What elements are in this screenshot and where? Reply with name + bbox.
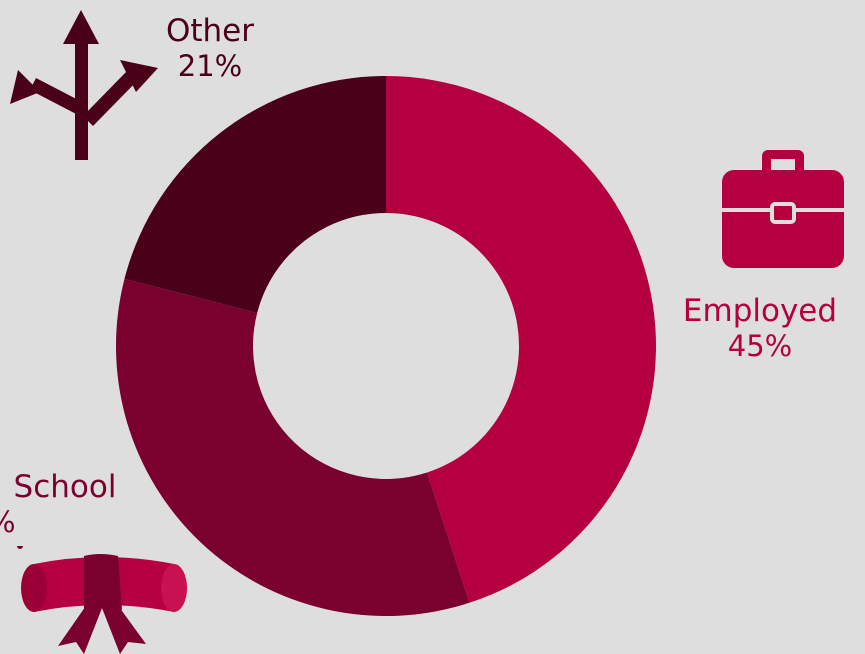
label-other-percent: 21% [177,48,243,83]
label-employed: Employed 45% [660,293,860,363]
label-employed-name: Employed [682,293,838,329]
label-employed-percent: 45% [727,328,793,363]
briefcase-icon [722,150,844,268]
diploma-scroll-icon [17,546,187,654]
slice-other [124,76,386,313]
slice-school [116,278,470,616]
donut-slices [116,76,656,616]
slice-employed [386,76,656,603]
label-other: Other 21% [140,13,280,83]
label-school-percent: % [0,505,130,539]
label-school-name: School [13,469,117,505]
label-other-name: Other [165,13,255,49]
crossroads-arrows-icon [10,10,158,160]
label-school: School % [0,469,130,539]
